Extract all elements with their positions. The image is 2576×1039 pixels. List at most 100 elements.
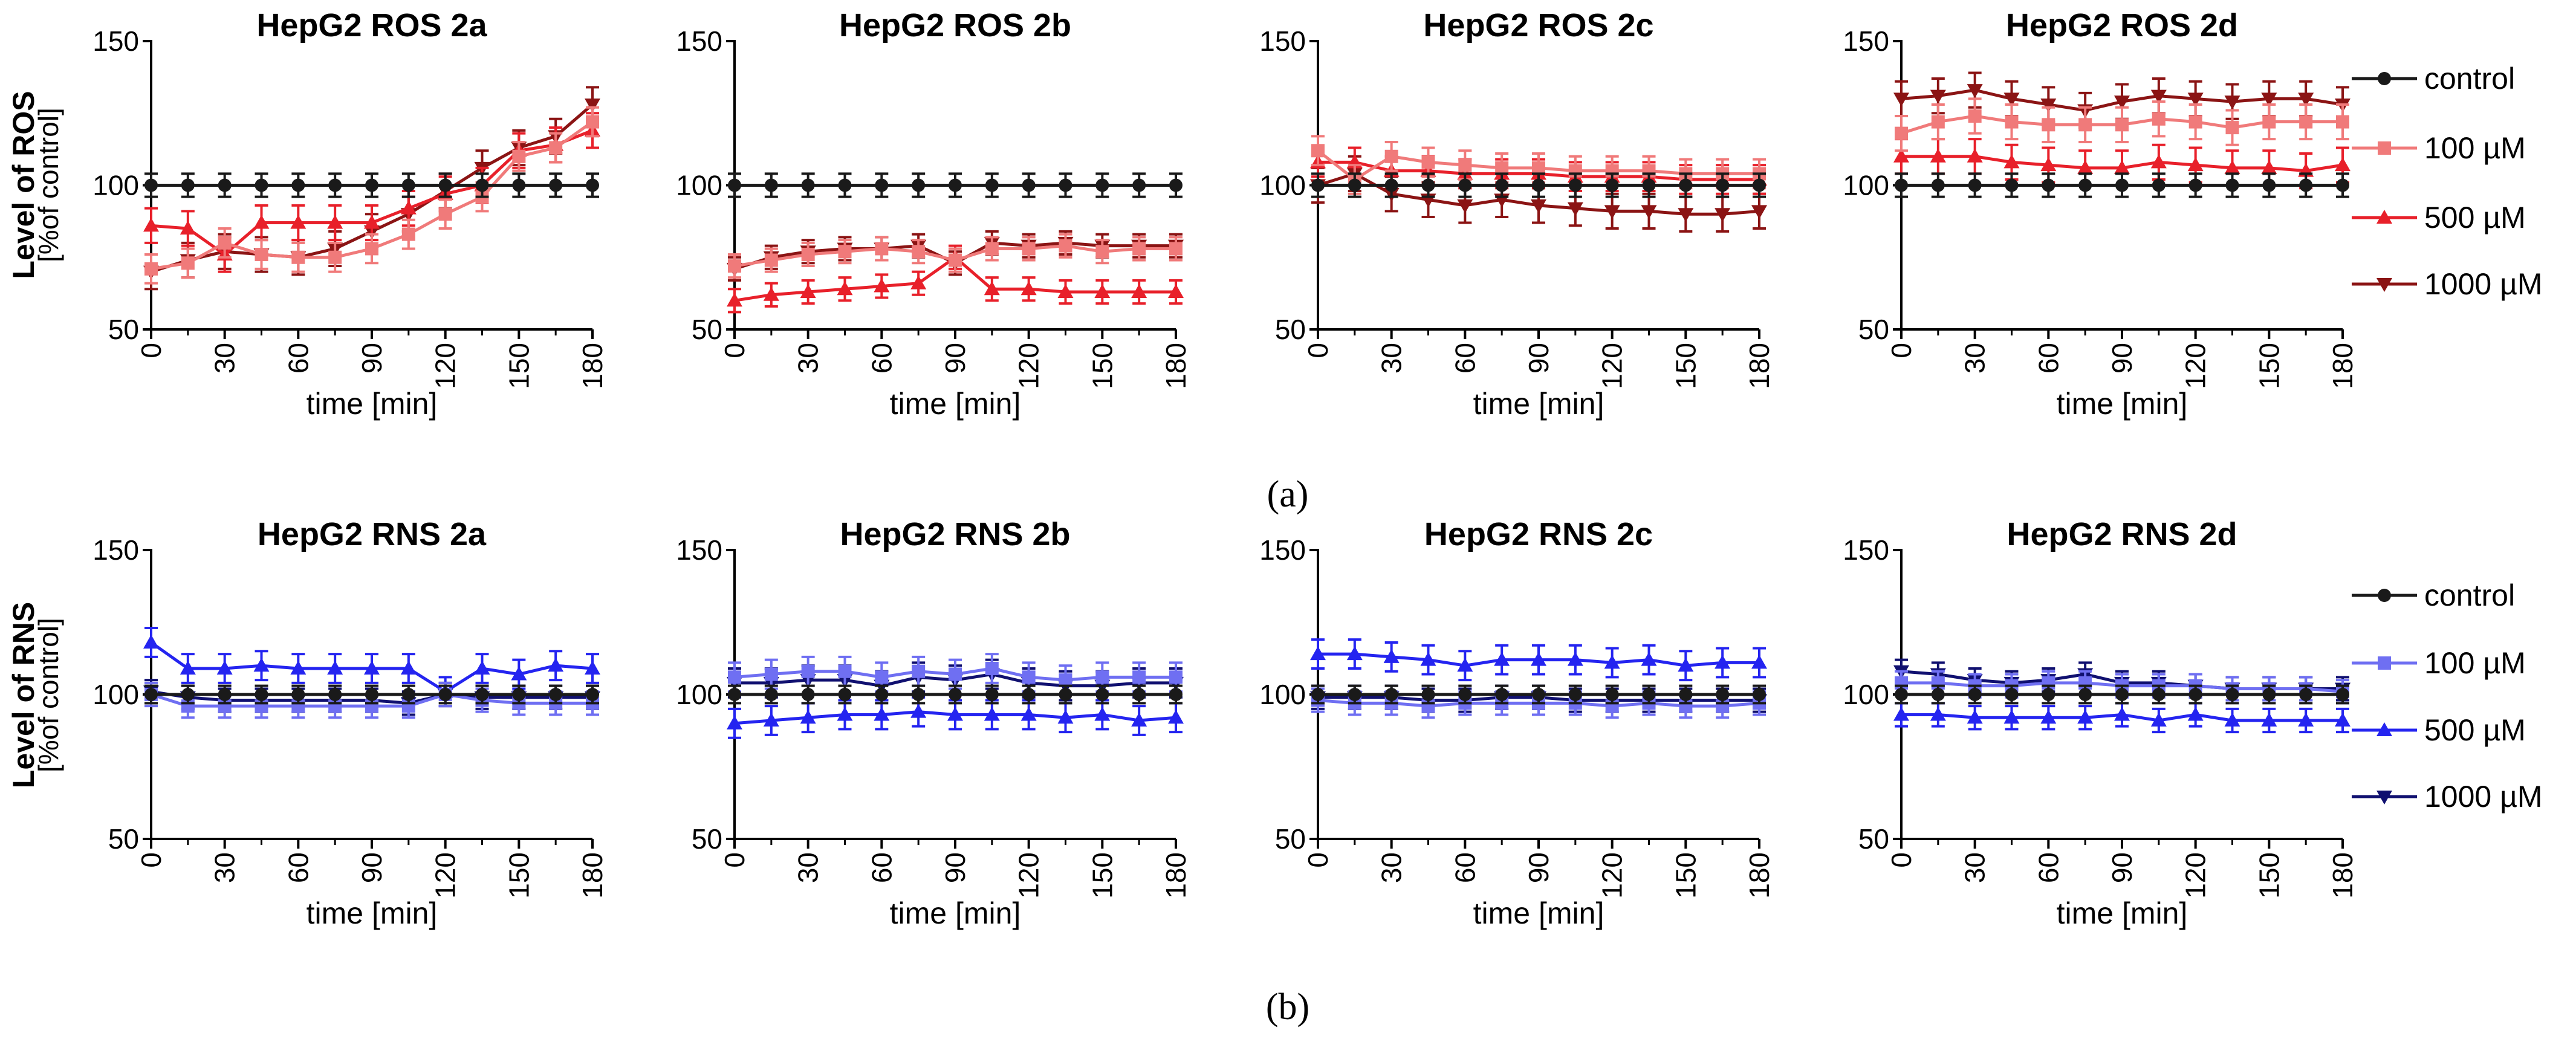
data-point bbox=[1132, 670, 1146, 684]
data-point bbox=[1095, 178, 1109, 192]
caption-a: (a) bbox=[1267, 474, 1309, 515]
data-point bbox=[1716, 688, 1730, 701]
data-point bbox=[1057, 283, 1074, 298]
x-tick-label: 150 bbox=[503, 343, 534, 389]
data-point bbox=[1751, 655, 1767, 669]
data-point bbox=[2224, 713, 2240, 727]
data-point bbox=[2078, 688, 2092, 701]
data-point bbox=[2224, 160, 2240, 174]
y-axis-labels: Level of ROS[%of control]Level of RNS[%o… bbox=[7, 91, 64, 788]
data-point bbox=[2298, 713, 2314, 727]
data-point bbox=[2003, 92, 2020, 107]
data-point bbox=[585, 98, 600, 112]
data-point bbox=[1022, 242, 1036, 256]
data-point bbox=[474, 660, 490, 675]
data-point bbox=[365, 688, 378, 701]
x-tick-label: 60 bbox=[282, 852, 314, 883]
series-500-um bbox=[727, 696, 1184, 739]
data-point bbox=[728, 178, 741, 192]
legend-marker bbox=[2378, 141, 2391, 155]
data-point bbox=[1893, 148, 1909, 163]
panel-hepg2-rns-2c: HepG2 RNS 2c 50 100 150 0 30 60 90 120 150 180 time… bbox=[1259, 516, 1775, 930]
x-tick-label: 60 bbox=[282, 343, 314, 374]
data-point bbox=[1967, 84, 1983, 99]
data-point bbox=[1678, 658, 1694, 672]
data-point bbox=[875, 688, 889, 701]
data-point bbox=[1420, 652, 1436, 666]
data-point bbox=[585, 660, 600, 675]
data-point bbox=[984, 281, 1000, 296]
data-point bbox=[727, 293, 742, 307]
x-tick-label: 30 bbox=[793, 343, 824, 374]
data-point bbox=[401, 688, 415, 701]
data-point bbox=[438, 688, 452, 701]
legend-label: 100 µM bbox=[2424, 646, 2526, 680]
x-tick-label: 120 bbox=[1597, 852, 1628, 899]
data-point bbox=[2336, 688, 2349, 701]
data-point bbox=[1457, 199, 1473, 213]
x-tick-label: 30 bbox=[209, 852, 241, 883]
data-point bbox=[2335, 713, 2351, 727]
data-point bbox=[764, 178, 778, 192]
rns-y-axis-title: Level of RNS bbox=[7, 602, 41, 788]
panel-title: HepG2 RNS 2a bbox=[258, 516, 487, 552]
data-point bbox=[401, 227, 415, 241]
y-tick-label: 150 bbox=[676, 25, 722, 57]
y-tick-label: 50 bbox=[108, 823, 139, 855]
data-point bbox=[328, 688, 342, 701]
data-point bbox=[1132, 688, 1146, 701]
panel-hepg2-rns-2b: HepG2 RNS 2b 50 100 150 0 30 60 90 120 150 180 time… bbox=[676, 516, 1192, 930]
x-tick-label: 0 bbox=[135, 343, 167, 358]
y-tick-label: 100 bbox=[92, 679, 139, 710]
x-tick-label: 30 bbox=[1376, 343, 1407, 374]
data-point bbox=[291, 178, 305, 192]
data-point bbox=[438, 207, 452, 221]
data-point bbox=[1458, 158, 1472, 172]
y-tick-label: 150 bbox=[676, 534, 722, 566]
legend-label: 500 µM bbox=[2424, 713, 2526, 747]
x-tick-label: 180 bbox=[1160, 852, 1192, 899]
x-tick-label: 180 bbox=[1744, 343, 1775, 389]
series-control bbox=[1895, 684, 2349, 705]
panel-title: HepG2 RNS 2c bbox=[1424, 516, 1653, 552]
x-tick-label: 90 bbox=[2106, 343, 2138, 374]
x-axis-label: time [min] bbox=[890, 387, 1021, 421]
data-point bbox=[2003, 710, 2020, 724]
legend-marker bbox=[2378, 656, 2391, 670]
data-point bbox=[2005, 688, 2019, 701]
data-point bbox=[2298, 92, 2314, 107]
data-point bbox=[949, 688, 962, 701]
data-point bbox=[2040, 157, 2057, 172]
ros-legend: control 100 µM 500 µM 1000 µM bbox=[2352, 62, 2543, 301]
data-point bbox=[1968, 688, 1982, 701]
data-point bbox=[2077, 710, 2094, 724]
x-tick-label: 90 bbox=[356, 852, 388, 883]
y-tick-label: 100 bbox=[92, 170, 139, 201]
data-point bbox=[328, 250, 342, 264]
data-point bbox=[2187, 707, 2204, 721]
x-tick-label: 60 bbox=[866, 343, 897, 374]
data-point bbox=[181, 256, 195, 270]
x-axis-label: time [min] bbox=[1473, 896, 1604, 930]
legend-marker bbox=[2376, 722, 2392, 736]
data-point bbox=[181, 688, 195, 701]
data-point bbox=[1421, 688, 1435, 701]
x-tick-label: 60 bbox=[1449, 343, 1481, 374]
x-tick-label: 60 bbox=[2033, 852, 2064, 883]
data-point bbox=[1311, 178, 1325, 192]
data-point bbox=[1930, 707, 1946, 721]
data-point bbox=[365, 242, 378, 256]
rns-y-axis-unit: [%of control] bbox=[33, 618, 64, 772]
x-tick-label: 120 bbox=[1013, 852, 1045, 899]
data-point bbox=[1495, 688, 1509, 701]
data-point bbox=[838, 664, 852, 678]
data-point bbox=[1531, 652, 1546, 666]
data-point bbox=[1384, 149, 1398, 163]
data-point bbox=[2005, 115, 2019, 129]
y-tick-label: 150 bbox=[1259, 25, 1306, 57]
data-point bbox=[2188, 688, 2202, 701]
data-point bbox=[180, 221, 196, 235]
x-tick-label: 90 bbox=[1523, 343, 1554, 374]
data-point bbox=[1716, 178, 1730, 192]
data-point bbox=[2262, 115, 2276, 129]
